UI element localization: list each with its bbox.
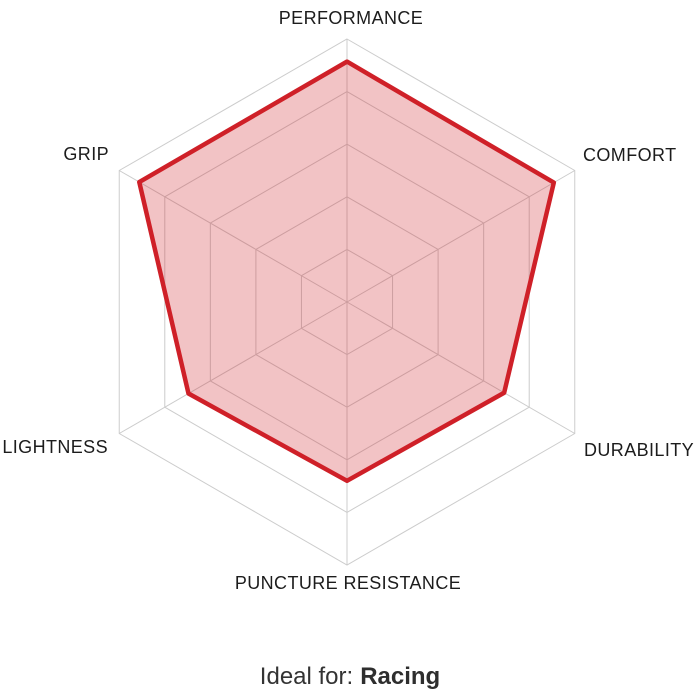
radar-chart: PERFORMANCE COMFORT DURABILITY PUNCTURE RES… xyxy=(2,8,694,593)
radar-chart-svg: PERFORMANCE COMFORT DURABILITY PUNCTURE RES… xyxy=(2,8,694,593)
series-polygon xyxy=(137,59,557,484)
axis-label-durability: DURABILITY xyxy=(584,440,694,460)
axis-spoke xyxy=(118,170,348,303)
axis-label-lightness: LIGHTNESS xyxy=(2,437,108,457)
axis-spoke xyxy=(118,301,348,434)
ideal-for-value: Racing xyxy=(360,663,441,690)
axis-label-puncture-resistance: PUNCTURE RESISTANCE xyxy=(235,573,461,593)
axis-label-comfort: COMFORT xyxy=(583,145,676,165)
axis-label-grip: GRIP xyxy=(63,144,109,164)
ideal-for-caption: Ideal for: Racing xyxy=(0,661,700,693)
axis-spoke xyxy=(346,301,576,434)
ideal-for-label: Ideal for: xyxy=(259,663,354,690)
axis-label-performance: PERFORMANCE xyxy=(279,8,423,28)
axis-spoke xyxy=(346,170,576,303)
